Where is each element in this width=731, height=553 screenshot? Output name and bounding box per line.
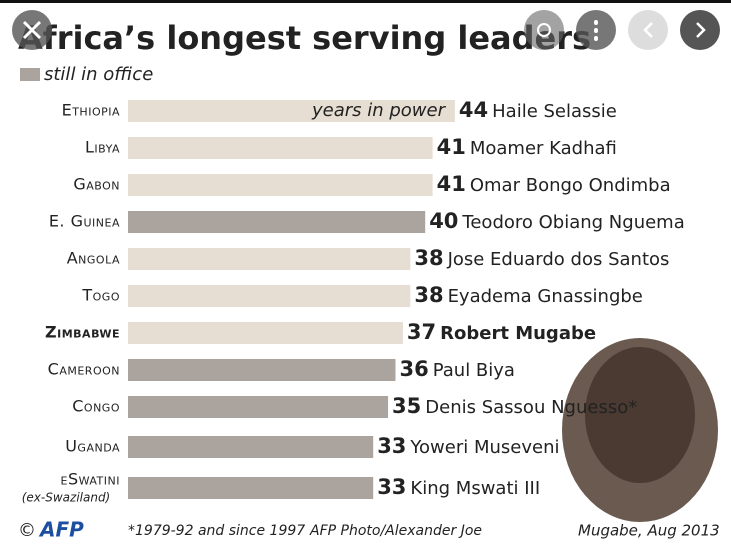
category-label: Cameroon bbox=[48, 360, 120, 379]
leader-name: Omar Bongo Ondimba bbox=[470, 175, 671, 196]
category-label: Congo bbox=[72, 397, 120, 416]
value-label: 38 bbox=[414, 246, 443, 270]
bar bbox=[128, 100, 455, 122]
category-label: eSwatini bbox=[61, 470, 121, 489]
bar bbox=[128, 285, 411, 307]
category-label: Gabon bbox=[73, 175, 120, 194]
legend-swatch bbox=[20, 68, 40, 81]
bar bbox=[128, 436, 374, 458]
bar-annotation: years in power bbox=[311, 100, 447, 121]
category-label: Ethiopia bbox=[62, 101, 120, 120]
next-button[interactable] bbox=[680, 10, 720, 50]
leader-name: Eyadema Gnassingbe bbox=[448, 286, 643, 307]
leader-name: Jose Eduardo dos Santos bbox=[447, 249, 670, 270]
bar bbox=[128, 322, 403, 344]
footnote: *1979-92 and since 1997 bbox=[128, 523, 305, 539]
credit: AFP Photo/Alexander Joe bbox=[309, 523, 482, 539]
leader-name: Yoweri Museveni bbox=[409, 437, 559, 458]
value-label: 38 bbox=[414, 283, 443, 307]
leader-name: Denis Sassou Nguesso* bbox=[425, 397, 637, 418]
bar bbox=[128, 137, 433, 159]
photo-caption: Mugabe, Aug 2013 bbox=[578, 522, 720, 540]
prev-icon bbox=[643, 22, 653, 38]
value-label: 35 bbox=[392, 394, 421, 418]
category-label: Libya bbox=[85, 138, 120, 157]
lens-button[interactable] bbox=[524, 10, 564, 50]
leader-name: Paul Biya bbox=[433, 360, 515, 381]
next-icon bbox=[696, 22, 706, 38]
value-label: 41 bbox=[437, 172, 466, 196]
category-label: Uganda bbox=[65, 437, 120, 456]
value-label: 40 bbox=[429, 209, 458, 233]
leader-name: Moamer Kadhafi bbox=[470, 138, 617, 159]
bar bbox=[128, 211, 426, 233]
value-label: 44 bbox=[459, 98, 488, 122]
value-label: 33 bbox=[377, 434, 406, 458]
chart-title: Africa’s longest serving leaders bbox=[18, 19, 591, 57]
bar bbox=[128, 359, 396, 381]
viewer-controls bbox=[12, 10, 720, 50]
leader-name: Robert Mugabe bbox=[440, 323, 596, 344]
value-label: 41 bbox=[437, 135, 466, 159]
bar bbox=[128, 396, 389, 418]
logo: AFP bbox=[38, 518, 84, 542]
bar bbox=[128, 477, 374, 499]
category-label: E. Guinea bbox=[49, 212, 120, 231]
copyright: © bbox=[18, 520, 36, 541]
lens-icon bbox=[537, 23, 551, 37]
leader-name: King Mswati III bbox=[410, 478, 540, 499]
value-label: 37 bbox=[407, 320, 436, 344]
leader-name: Haile Selassie bbox=[492, 101, 617, 122]
prev-button[interactable] bbox=[628, 10, 668, 50]
category-label: Zimbabwe bbox=[45, 323, 120, 342]
value-label: 36 bbox=[399, 357, 428, 381]
bar bbox=[128, 174, 433, 196]
former-name: (ex-Swaziland) bbox=[22, 491, 111, 505]
category-label: Togo bbox=[81, 286, 120, 305]
category-label: Angola bbox=[67, 249, 120, 268]
bar bbox=[128, 248, 411, 270]
close-icon bbox=[22, 20, 42, 40]
photo-face bbox=[585, 347, 695, 483]
top-border bbox=[0, 0, 731, 3]
value-label: 33 bbox=[377, 475, 406, 499]
legend-label: still in office bbox=[44, 64, 153, 85]
leader-name: Teodoro Obiang Nguema bbox=[461, 212, 684, 233]
